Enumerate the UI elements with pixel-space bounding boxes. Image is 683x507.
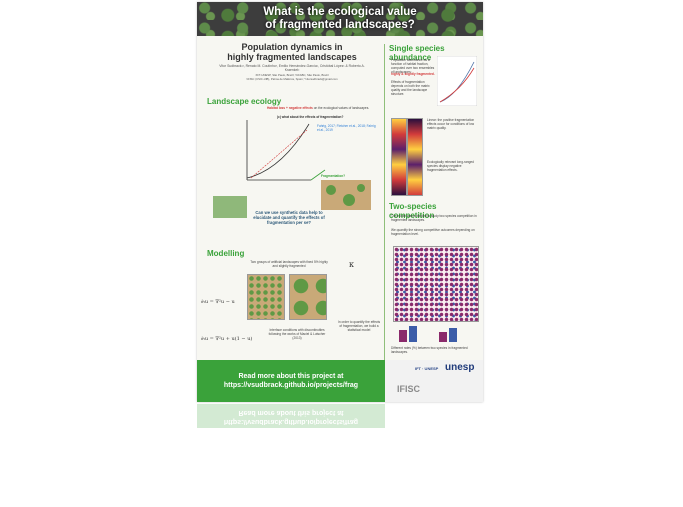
curve-line [246, 123, 310, 179]
footer-text: Read more about this project at https://… [203, 372, 379, 390]
competition-bar-4 [449, 328, 457, 342]
poster-title-line1: Population dynamics in [241, 42, 343, 52]
landscape-reference: Fahrig, 2017; Fletcher et al., 2018; Fah… [317, 124, 376, 132]
single-species-text-4: Linear: the positive fragmentation effec… [427, 118, 475, 130]
footer-banner: Read more about this project at https://… [197, 360, 385, 402]
question-box: Can we use synthetic data help to elucid… [253, 210, 325, 225]
single-species-text-5: Ecologically relevant long-ranged specie… [427, 160, 474, 172]
abundance-plot-frame [437, 56, 477, 106]
modelling-heading: Modelling [207, 249, 245, 258]
banner-title: What is the ecological value of fragment… [197, 6, 483, 32]
landscape-diagram [213, 120, 371, 218]
competition-bar-2 [409, 326, 417, 342]
habitat-loss-rest: on the ecological values of landscapes. [313, 106, 370, 110]
two-species-text-1: The model was extended to study two spec… [391, 214, 477, 222]
landscape-ecology-heading: Landscape ecology [207, 97, 282, 106]
fragmentation-label: Fragmentation? [321, 174, 346, 178]
footer-reflection: https://vsudbrack.github.io/projects/fra… [197, 404, 385, 428]
abundance-line-2 [439, 67, 475, 103]
arrow-path [310, 169, 326, 181]
poster-title-line2: highly fragmented landscapes [227, 52, 357, 62]
patch-dot-3 [357, 184, 365, 192]
quantify-text: In order to quantify the effects of frag… [337, 320, 381, 332]
patch-dot-2 [343, 194, 355, 206]
two-species-heading: Two-species competition [389, 202, 437, 220]
unesp-logo: unesp [445, 362, 475, 373]
heatmap-column-1 [391, 118, 407, 196]
poster-title: Population dynamics in highly fragmented… [207, 42, 377, 62]
poster-reflection: https://vsudbrack.github.io/projects/fra… [197, 404, 483, 464]
single-species-text-3: Effects of fragmentation depends on both… [391, 80, 430, 96]
footer-reflection-line-1: Read more about this project at [238, 409, 344, 416]
affiliation-1: ²IFT-UNESP, São Paulo, Brazil; ³UFABC, S… [255, 73, 329, 77]
competition-bar-1 [399, 330, 407, 342]
title-banner: What is the ecological value of fragment… [197, 2, 483, 36]
poster: What is the ecological value of fragment… [197, 2, 483, 402]
two-species-text-3: We quantify the strong competitive outco… [391, 228, 475, 236]
slightly-fragmented-landscape-image [289, 274, 327, 320]
footer-line-1: Read more about this project at [238, 373, 344, 380]
affiliation-2: ¹IFISC (CSIC-UIB), Palma de Mallorca, Sp… [246, 77, 338, 81]
competition-bars [399, 326, 457, 342]
patch-dot-1 [326, 185, 336, 195]
interface-conditions-text: Interface conditions with discontinuitie… [268, 328, 326, 340]
negative-effects-label: + negative effects [285, 106, 313, 110]
project-link[interactable]: https://vsudbrack.github.io/projects/fra… [223, 382, 359, 389]
equation-1: ∂ₜu = ∇²u − u [201, 299, 235, 305]
heatmap-column-2 [407, 118, 423, 196]
ifisc-logo: IFISC [397, 384, 421, 394]
two-species-text-2: Different rates (%) between two species … [391, 346, 468, 354]
ift-logo: IFT · UNESP [415, 366, 439, 371]
footer-reflection-text: https://vsudbrack.github.io/projects/fra… [203, 408, 379, 426]
competition-panels-image [393, 246, 479, 322]
single-species-text-1: Population abundance as a function of ha… [391, 58, 435, 74]
competition-bar-3 [439, 332, 447, 342]
highly-fragmented-landscape-image [247, 274, 285, 320]
habitat-loss-label: Habitat loss [267, 106, 286, 110]
logos-panel: IFT · UNESP unesp IFISC [385, 360, 483, 402]
equation-2: ∂ₜu = ∇²u + u(1 − u) [201, 336, 253, 342]
dashed-line [250, 129, 308, 179]
single-species-text-2: highly & slightly fragmented. [391, 72, 435, 76]
fragmentation-question: (c) what about the effects of fragmentat… [277, 115, 344, 119]
modelling-description: Two groups of artificial landscapes with… [250, 260, 328, 268]
banner-title-line1: What is the ecological value [263, 6, 417, 18]
column-divider [384, 44, 385, 364]
banner-title-line2: of fragmented landscapes? [265, 19, 415, 31]
kappa-symbol: κ [349, 260, 354, 269]
authors: Vitor Sudbrack¹², Renato M. Coutinho³, E… [219, 64, 365, 73]
landscape-patch-1 [213, 196, 247, 218]
abundance-plot [437, 56, 477, 106]
footer-reflection-line-2: https://vsudbrack.github.io/projects/fra… [223, 418, 359, 425]
single-species-heading: Single species abundance [389, 44, 445, 62]
habitat-loss-text: Habitat loss + negative effects on the e… [267, 106, 379, 110]
